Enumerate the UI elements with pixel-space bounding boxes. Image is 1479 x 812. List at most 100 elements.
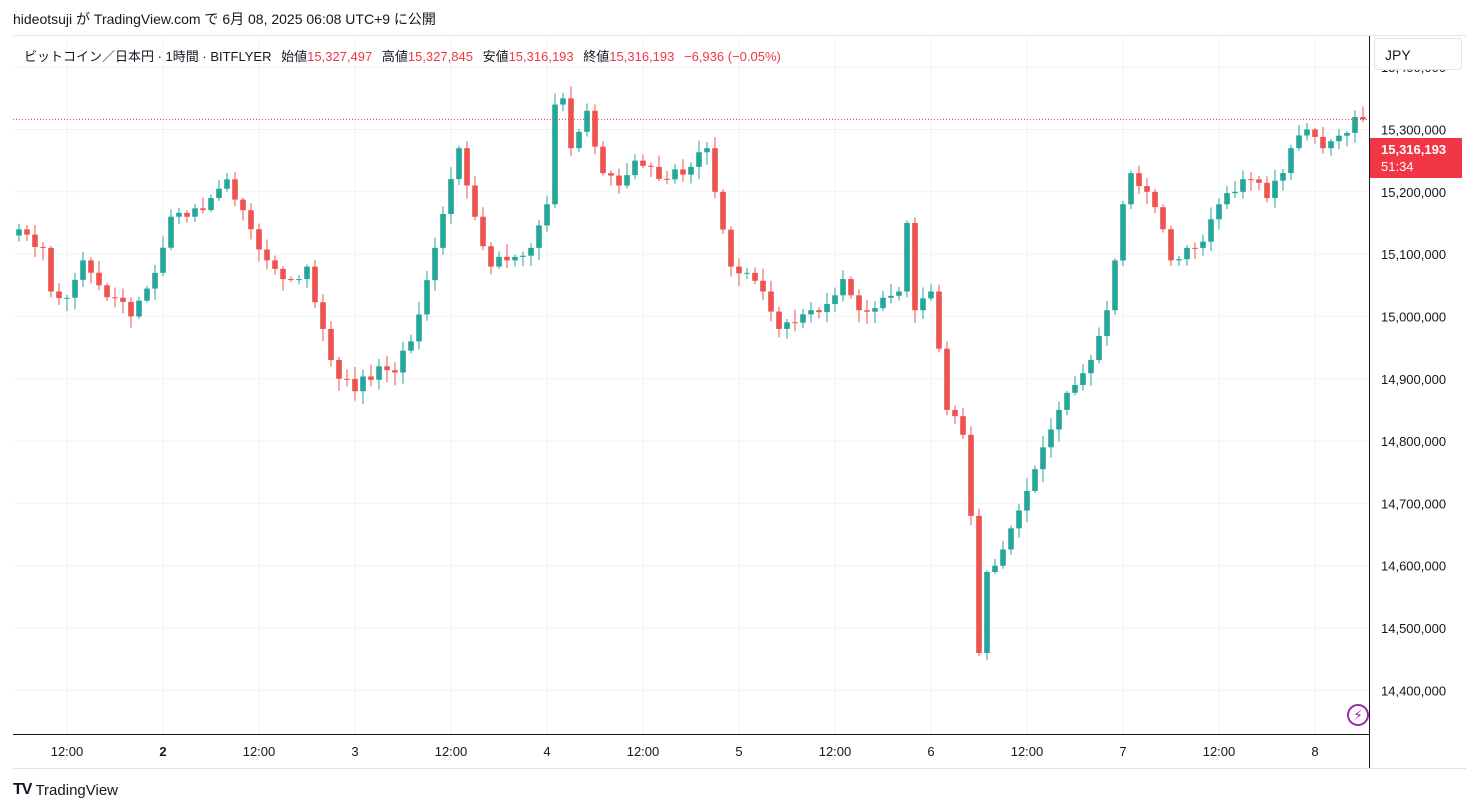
candle-body [1240, 179, 1246, 192]
lightning-icon[interactable]: ⚡ [1347, 704, 1369, 726]
time-tick-label: 4 [543, 744, 550, 759]
candle-body [1264, 182, 1270, 199]
candle-body [728, 229, 734, 267]
candle-body [1048, 429, 1054, 448]
candle-body [784, 322, 790, 329]
time-tick-label: 6 [927, 744, 934, 759]
candle-body [496, 256, 502, 267]
candle-body [1056, 409, 1062, 430]
candle-body [312, 266, 318, 303]
candle-body [840, 279, 846, 296]
candle-body [1328, 141, 1334, 149]
candle-body [128, 301, 134, 317]
candle-body [488, 246, 494, 267]
candle-body [1272, 180, 1278, 199]
candle-body [64, 297, 70, 299]
candle-body [552, 104, 558, 205]
candle-body [448, 179, 454, 214]
candle-body [560, 98, 566, 105]
candle-body [480, 216, 486, 247]
candle-body [1072, 385, 1078, 393]
candle-body [904, 222, 910, 292]
candle-body [176, 212, 182, 217]
close-label: 終値 [583, 49, 610, 64]
candle-body [272, 260, 278, 269]
candle-body [808, 310, 814, 315]
candle-body [520, 255, 526, 257]
candle-body [360, 376, 366, 392]
candle-body [328, 328, 334, 361]
time-tick-label: 12:00 [435, 744, 468, 759]
candle-body [120, 297, 126, 302]
candle-body [304, 266, 310, 280]
candle-body [976, 515, 982, 653]
open-value: 15,327,497 [307, 49, 373, 64]
candle-body [928, 291, 934, 299]
candle-body [712, 148, 718, 192]
candle-body [1016, 510, 1022, 529]
time-tick-label: 12:00 [627, 744, 660, 759]
candle-body [1160, 207, 1166, 230]
brand-name: TradingView [35, 781, 118, 799]
candle-body [896, 291, 902, 296]
price-tick-label: 14,600,000 [1381, 559, 1446, 574]
candle-body [824, 303, 830, 313]
candle-body [1304, 129, 1310, 136]
candle-body [112, 297, 118, 299]
candle-body [864, 310, 870, 312]
candle-body [56, 291, 62, 299]
candle-body [1280, 173, 1286, 181]
candle-body [1336, 135, 1342, 142]
candle-body [680, 169, 686, 175]
candle-body [280, 268, 286, 280]
time-tick-label: 2 [159, 744, 166, 759]
candle-body [1104, 310, 1110, 336]
candle-body [936, 291, 942, 349]
candle-body [992, 565, 998, 572]
candle-body [192, 208, 198, 217]
candle-body [888, 295, 894, 298]
candle-body [616, 175, 622, 186]
candle-body [1152, 191, 1158, 208]
time-tick-label: 8 [1311, 744, 1318, 759]
last-price-tag: 15,316,193 51:34 [1370, 138, 1462, 178]
candle-body [856, 295, 862, 311]
currency-button[interactable]: JPY [1374, 38, 1462, 70]
candle-body [96, 272, 102, 286]
time-tick-label: 12:00 [243, 744, 276, 759]
low-label: 安値 [482, 49, 509, 64]
candle-body [1096, 335, 1102, 361]
candlestick-chart[interactable]: 15,400,00015,300,00015,200,00015,100,000… [13, 36, 1466, 768]
candle-body [832, 295, 838, 304]
candle-body [344, 378, 350, 380]
candle-body [464, 148, 470, 186]
chart-area[interactable]: 15,400,00015,300,00015,200,00015,100,000… [13, 35, 1466, 769]
candle-body [168, 216, 174, 248]
candle-body [1032, 469, 1038, 491]
time-tick-label: 3 [351, 744, 358, 759]
candle-body [952, 409, 958, 417]
candle-body [1352, 117, 1358, 133]
last-price-value: 15,316,193 [1381, 142, 1447, 157]
candle-body [880, 297, 886, 309]
candle-body [672, 169, 678, 180]
candle-body [392, 370, 398, 373]
candle-body [136, 300, 142, 317]
price-tick-label: 14,800,000 [1381, 434, 1446, 449]
candle-body [656, 166, 662, 179]
candle-body [1344, 132, 1350, 136]
brand-footer[interactable]: TV TradingView [13, 781, 118, 799]
candle-body [1080, 373, 1086, 385]
candle-body [1136, 173, 1142, 187]
candle-body [1000, 549, 1006, 566]
time-tick-label: 12:00 [51, 744, 84, 759]
candle-body [72, 279, 78, 298]
symbol-title[interactable]: ビットコイン／日本円 · 1時間 · BITFLYER [24, 49, 272, 64]
candle-body [336, 360, 342, 379]
open-label: 始値 [281, 49, 308, 64]
candle-body [664, 178, 670, 180]
candle-body [608, 173, 614, 176]
candle-body [352, 378, 358, 392]
candle-body [1176, 259, 1182, 261]
candle-body [920, 298, 926, 311]
